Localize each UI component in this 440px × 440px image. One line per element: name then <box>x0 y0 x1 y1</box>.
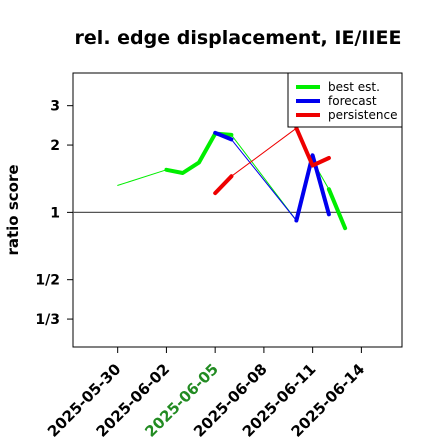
legend-label-best-est: best est. <box>328 80 380 94</box>
chart-title: rel. edge displacement, IE/IIEE <box>75 27 402 49</box>
series-group <box>117 126 348 231</box>
y-axis-ticks: 3 2 1 1/2 1/3 <box>35 99 73 328</box>
y-tick-label-0: 3 <box>50 99 60 115</box>
series-forecast-thin-line-6 <box>230 138 297 221</box>
plot-area <box>72 72 403 348</box>
legend-box <box>287 72 403 128</box>
series-best-est-thick-line-0 <box>164 131 234 175</box>
legend-label-persistence: persistence <box>328 108 397 122</box>
y-tick-label-4: 1/3 <box>35 312 60 328</box>
legend-label-forecast: forecast <box>328 94 377 108</box>
series-best-est-thin-line-3 <box>230 134 330 221</box>
y-tick-label-1: 2 <box>50 138 60 154</box>
series-forecast-thick-line-5 <box>294 153 331 223</box>
series-persistence-thick-line-7 <box>213 174 234 196</box>
series-best-est-thin-line-2 <box>117 169 167 186</box>
series-persistence-thick-line-8 <box>294 126 331 168</box>
series-best-est-thick-line-1 <box>326 187 348 231</box>
y-tick-label-2: 1 <box>50 205 60 221</box>
series-forecast-thick-line-4 <box>213 130 234 142</box>
y-axis-label: ratio score <box>4 164 22 255</box>
x-axis-ticks: 2025-05-302025-06-022025-06-052025-06-08… <box>44 347 368 440</box>
y-tick-label-3: 1/2 <box>35 273 60 289</box>
series-persistence-thin-line-9 <box>230 127 297 177</box>
